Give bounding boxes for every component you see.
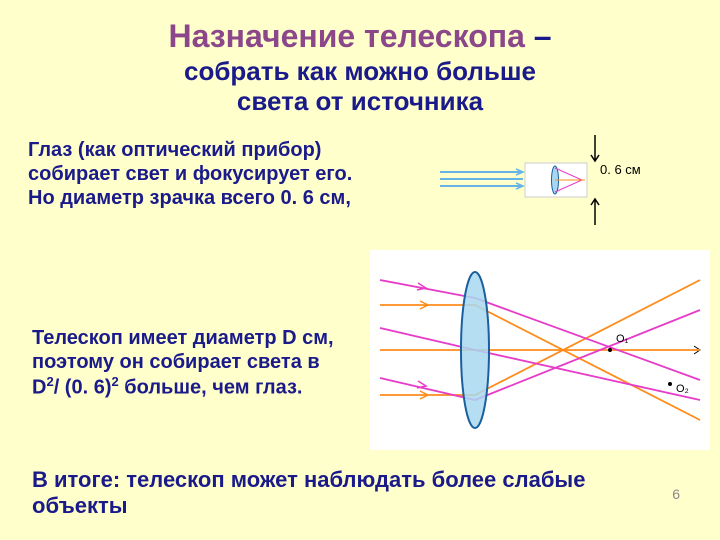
- lens-shape: [461, 272, 489, 428]
- eye-line2: собирает свет и фокусирует его.: [28, 163, 352, 185]
- slide-subtitle: собрать как можно больше света от источн…: [0, 57, 720, 117]
- slide-title: Назначение телескопа –: [0, 0, 720, 55]
- focus-o1: [608, 348, 612, 352]
- eye-description: Глаз (как оптический прибор) собирает св…: [28, 138, 388, 210]
- eye-line1: Глаз (как оптический прибор): [28, 139, 321, 161]
- label-o2: O₂: [676, 383, 689, 395]
- sup2b: 2: [111, 374, 118, 389]
- telescope-line1: Телескоп имеет диаметр D см,: [32, 327, 334, 349]
- label-o1: O₁: [616, 333, 629, 345]
- conclusion-line1: В итоге: телескоп может наблюдать более …: [32, 467, 585, 492]
- conclusion-line2: объекты: [32, 493, 128, 518]
- focus-o2: [668, 382, 672, 386]
- eye-diagram: [440, 135, 680, 225]
- conclusion-text: В итоге: телескоп может наблюдать более …: [32, 467, 692, 518]
- eye-size-label: 0. 6 см: [600, 162, 641, 177]
- telescope-line3b: / (0. 6): [54, 377, 112, 399]
- telescope-line2: поэтому он собирает света в: [32, 351, 320, 373]
- title-main: Назначение телескопа: [168, 18, 524, 54]
- subtitle-line1: собрать как можно больше: [184, 56, 536, 86]
- eye-line3: Но диаметр зрачка всего 0. 6 см,: [28, 187, 351, 209]
- lens-diagram: O₁ O₂: [370, 250, 710, 450]
- telescope-description: Телескоп имеет диаметр D см, поэтому он …: [32, 326, 372, 400]
- subtitle-line2: света от источника: [237, 86, 483, 116]
- telescope-line3c: больше, чем глаз.: [119, 377, 303, 399]
- sup2a: 2: [46, 374, 53, 389]
- telescope-line3a: D: [32, 377, 46, 399]
- title-dash: –: [525, 18, 552, 54]
- page-number: 6: [672, 486, 680, 502]
